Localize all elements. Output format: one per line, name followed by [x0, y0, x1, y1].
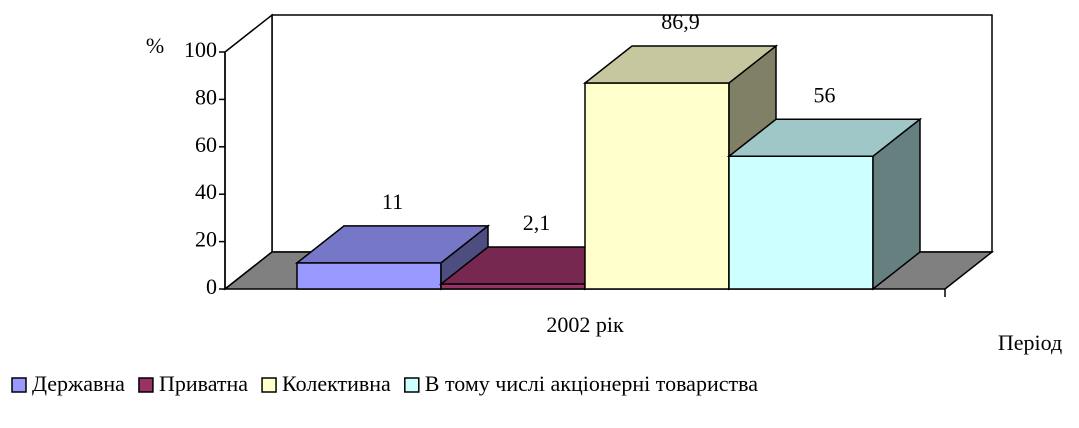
x-axis-label: Період	[998, 330, 1062, 355]
y-tick-label: 60	[195, 132, 217, 157]
data-label: 56	[814, 82, 836, 107]
side-wall	[224, 13, 273, 291]
legend-swatch	[11, 377, 27, 393]
bar-front	[728, 155, 874, 290]
data-label: 2,1	[523, 210, 551, 235]
data-label: 11	[382, 189, 403, 214]
legend-label: В тому числі акціонерні товариства	[425, 371, 758, 396]
bar-side	[872, 117, 921, 291]
y-tick-label: 100	[184, 37, 217, 62]
y-tick-label: 40	[195, 179, 217, 204]
x-tick-label: 2002 рік	[546, 312, 624, 337]
y-tick-label: 20	[195, 227, 217, 252]
y-tick-label: 80	[195, 84, 217, 109]
legend-swatch	[404, 377, 420, 393]
legend-swatch	[138, 377, 154, 393]
legend-swatch	[261, 377, 277, 393]
bar-front	[296, 262, 442, 290]
bar	[726, 117, 923, 291]
legend-label: Приватна	[159, 371, 248, 396]
legend-label: Колективна	[282, 371, 391, 396]
legend-label: Державна	[32, 371, 125, 396]
y-axis-label: %	[146, 33, 164, 58]
y-tick-label: 0	[206, 274, 217, 299]
bar-front	[584, 82, 730, 290]
data-label: 86,9	[661, 9, 700, 34]
